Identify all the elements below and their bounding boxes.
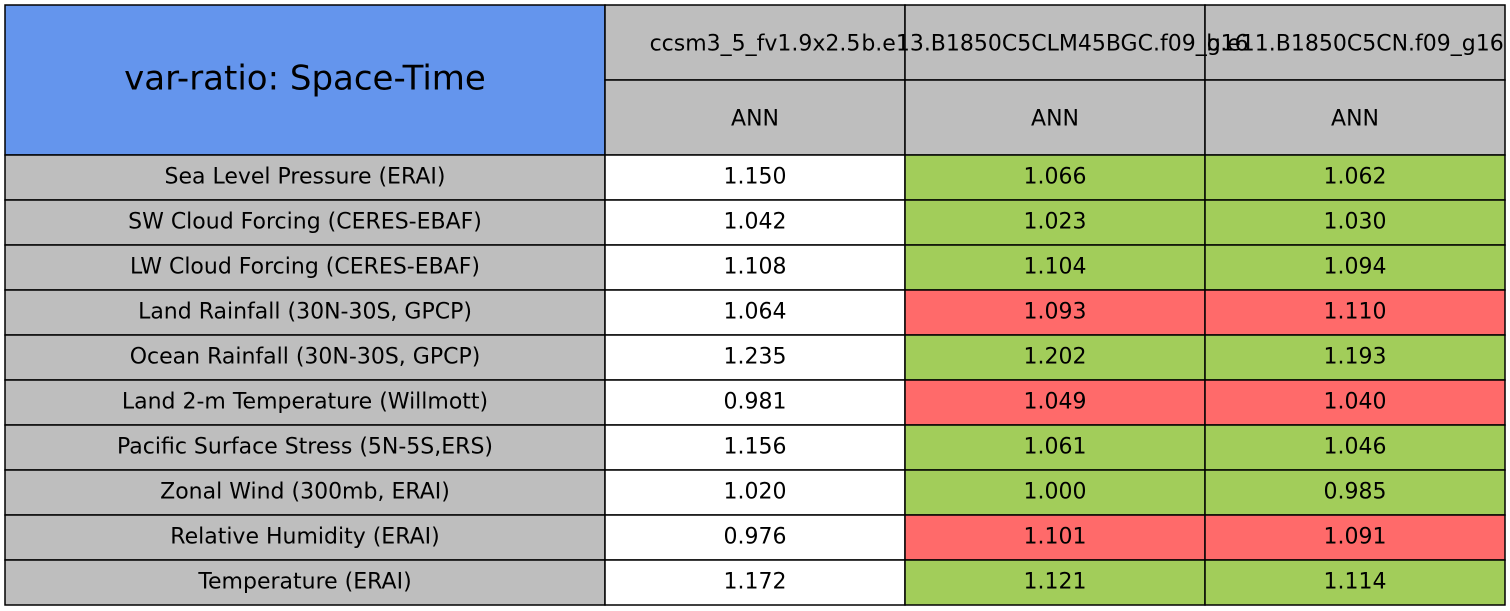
cell-value: 1.064 [724, 300, 787, 325]
row-label: Zonal Wind (300mb, ERAI) [160, 480, 450, 505]
header-cell [604, 4, 906, 81]
row-label: LW Cloud Forcing (CERES-EBAF) [130, 255, 480, 280]
cell-value: 0.985 [1324, 480, 1387, 505]
value-cell [604, 244, 906, 291]
cell-value: 1.062 [1324, 165, 1387, 190]
cell-value: 1.121 [1024, 570, 1087, 595]
value-cell [904, 154, 1206, 201]
row-label-cell [4, 199, 606, 246]
cell-value: 1.150 [724, 165, 787, 190]
value-cell [1204, 469, 1506, 516]
cell-value: 1.094 [1324, 255, 1387, 280]
column-season: ANN [1031, 107, 1079, 132]
cell-value: 0.976 [724, 525, 787, 550]
title-cell [4, 4, 606, 156]
row-label: Land 2-m Temperature (Willmott) [122, 390, 488, 415]
cell-value: 1.061 [1024, 435, 1087, 460]
value-cell [1204, 244, 1506, 291]
value-cell [604, 334, 906, 381]
season-cell [604, 79, 906, 156]
cell-value: 1.104 [1024, 255, 1087, 280]
value-cell [904, 289, 1206, 336]
column-header: ccsm3_5_fv1.9x2.5 [650, 32, 861, 57]
value-cell [1204, 289, 1506, 336]
cell-value: 1.156 [724, 435, 787, 460]
row-label: Land Rainfall (30N-30S, GPCP) [138, 300, 472, 325]
cell-value: 1.046 [1324, 435, 1387, 460]
value-cell [604, 379, 906, 426]
cell-value: 1.023 [1024, 210, 1087, 235]
value-cell [904, 514, 1206, 561]
cell-value: 1.093 [1024, 300, 1087, 325]
value-cell [1204, 154, 1506, 201]
row-label: Temperature (ERAI) [197, 570, 411, 595]
cell-value: 1.042 [724, 210, 787, 235]
season-cell [904, 79, 1206, 156]
column-season: ANN [1331, 107, 1379, 132]
value-cell [1204, 559, 1506, 606]
cell-value: 1.110 [1324, 300, 1387, 325]
value-cell [904, 199, 1206, 246]
cell-value: 1.049 [1024, 390, 1087, 415]
row-label: Relative Humidity (ERAI) [170, 525, 439, 550]
cell-value: 1.000 [1024, 480, 1087, 505]
row-label-cell [4, 514, 606, 561]
cell-value: 1.114 [1324, 570, 1387, 595]
value-cell [604, 559, 906, 606]
cell-value: 1.040 [1324, 390, 1387, 415]
cell-value: 1.202 [1024, 345, 1087, 370]
cell-value: 0.981 [724, 390, 787, 415]
cell-value: 1.020 [724, 480, 787, 505]
value-cell [1204, 514, 1506, 561]
value-cell [1204, 379, 1506, 426]
row-label-cell [4, 379, 606, 426]
value-cell [1204, 334, 1506, 381]
row-label-cell [4, 244, 606, 291]
table-title: var-ratio: Space-Time [124, 59, 486, 99]
value-cell [904, 559, 1206, 606]
header-cell [1204, 4, 1506, 81]
cell-value: 1.172 [724, 570, 787, 595]
value-cell [604, 289, 906, 336]
row-label-cell [4, 154, 606, 201]
row-label: SW Cloud Forcing (CERES-EBAF) [128, 210, 482, 235]
column-header: b.e11.B1850C5CN.f09_g16 [1206, 32, 1503, 57]
cell-value: 1.193 [1324, 345, 1387, 370]
cell-value: 1.091 [1324, 525, 1387, 550]
cell-value: 1.030 [1324, 210, 1387, 235]
cell-value: 1.101 [1024, 525, 1087, 550]
header-cell [904, 4, 1206, 81]
value-cell [904, 244, 1206, 291]
column-season: ANN [731, 107, 779, 132]
row-label-cell [4, 289, 606, 336]
row-label: Pacific Surface Stress (5N-5S,ERS) [117, 435, 493, 460]
row-label-cell [4, 469, 606, 516]
row-label: Ocean Rainfall (30N-30S, GPCP) [130, 345, 481, 370]
row-label: Sea Level Pressure (ERAI) [165, 165, 446, 190]
cell-value: 1.066 [1024, 165, 1087, 190]
cell-value: 1.108 [724, 255, 787, 280]
column-header: b.e13.B1850C5CLM45BGC.f09_g16 [861, 32, 1248, 57]
value-cell [604, 469, 906, 516]
cell-value: 1.235 [724, 345, 787, 370]
